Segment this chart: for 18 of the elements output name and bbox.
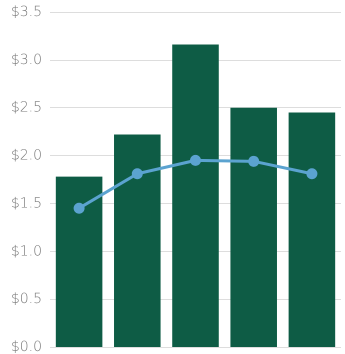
bar (56, 176, 102, 347)
y-tick-label: $0.0 (10, 339, 42, 354)
bar (288, 112, 336, 347)
y-tick-label: $2.0 (10, 148, 42, 164)
point (190, 154, 201, 166)
y-tick-label: $0.5 (10, 291, 42, 308)
bar (230, 108, 277, 347)
y-tick-label: $2.5 (10, 100, 42, 116)
y-tick-label: $3.5 (10, 4, 42, 20)
point (306, 168, 318, 180)
bar (172, 44, 219, 347)
bar (114, 134, 161, 347)
y-tick-label: $1.5 (10, 195, 42, 212)
point (248, 156, 260, 167)
y-tick-label: $1.0 (10, 243, 42, 260)
point (132, 168, 143, 180)
point (74, 202, 85, 214)
y-tick-label: $3.0 (10, 52, 42, 68)
